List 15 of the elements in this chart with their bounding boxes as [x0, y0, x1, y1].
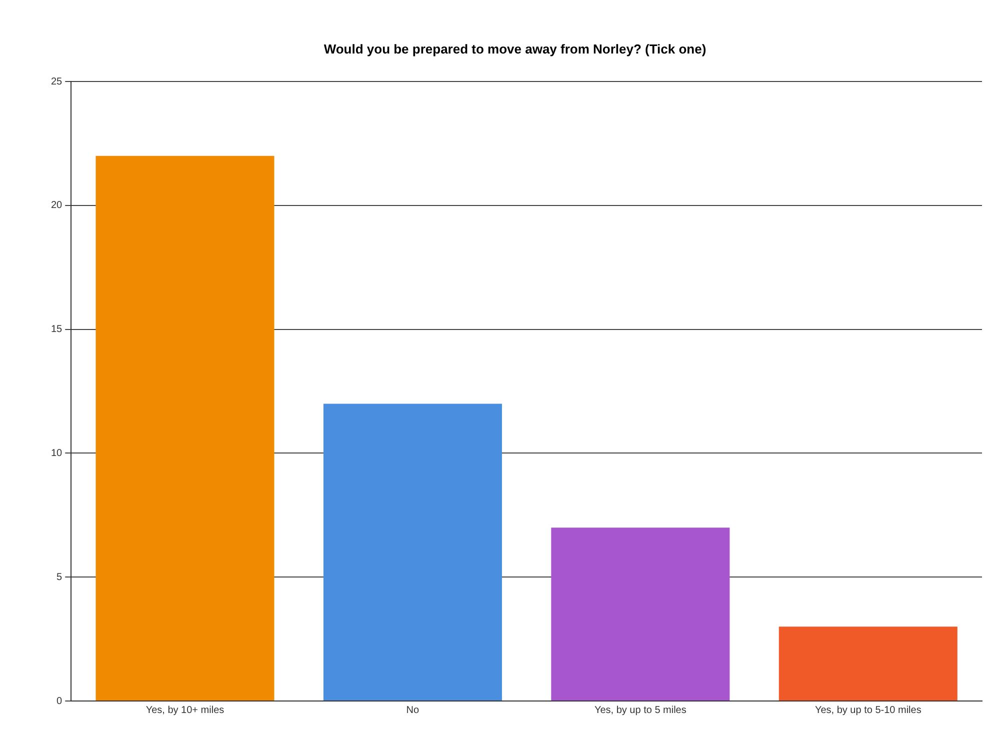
x-tick-label: Yes, by 10+ miles: [146, 704, 224, 716]
bar: [96, 156, 274, 700]
y-tick-label: 0: [56, 696, 63, 707]
chart-title: Would you be prepared to move away from Norley? (Tick one): [324, 41, 706, 56]
y-tick-label: 20: [51, 200, 63, 212]
y-tick-label: 25: [51, 76, 63, 88]
x-tick-label: No: [406, 704, 420, 716]
x-tick-label: Yes, by up to 5-10 miles: [814, 704, 922, 716]
bar: [778, 626, 958, 700]
y-tick-label: 5: [56, 572, 63, 583]
y-tick-label: 15: [51, 324, 63, 336]
x-tick-label: Yes, by up to 5 miles: [594, 704, 686, 716]
y-tick-label: 10: [51, 448, 63, 459]
bar: [323, 404, 502, 700]
bar: [551, 528, 730, 700]
